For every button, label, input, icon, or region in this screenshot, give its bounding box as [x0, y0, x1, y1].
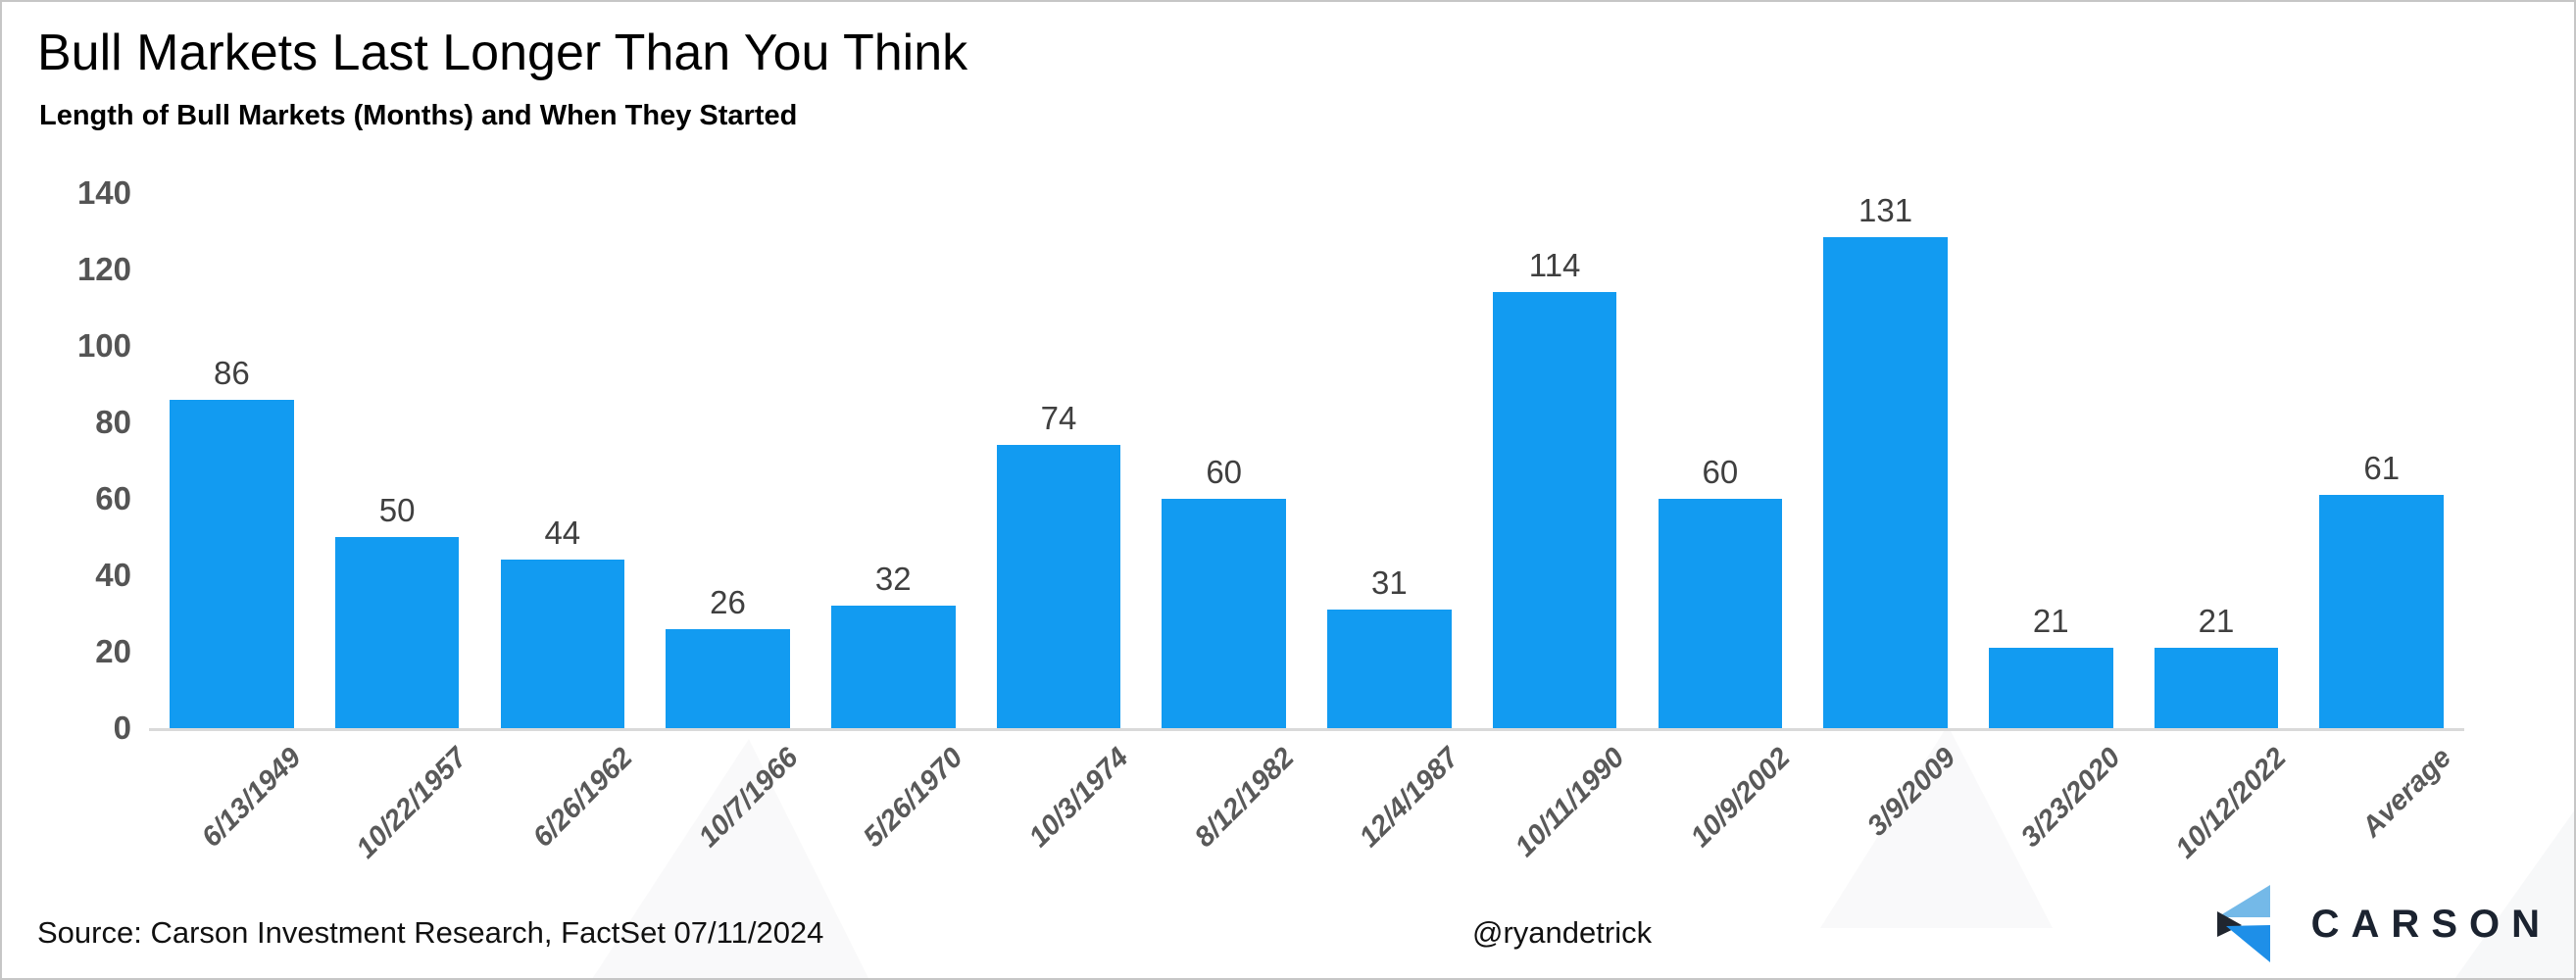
y-tick-label: 80	[95, 404, 131, 441]
bar-value-label: 60	[1206, 454, 1243, 490]
bar-slot: 26 10/7/1966	[645, 193, 811, 854]
bar[interactable]	[1989, 648, 2113, 728]
bar-slot: 44 6/26/1962	[479, 193, 645, 854]
source-note: Source: Carson Investment Research, Fact…	[37, 915, 824, 950]
bar[interactable]	[500, 560, 625, 728]
bar[interactable]	[2154, 648, 2279, 728]
y-tick-label: 120	[76, 251, 131, 287]
bar-value-label: 26	[710, 583, 746, 620]
bar-slot: 74 10/3/1974	[976, 193, 1142, 854]
y-tick-label: 100	[76, 327, 131, 364]
bar-slot: 114 10/11/1990	[1472, 193, 1638, 863]
y-tick-label: 140	[76, 174, 131, 211]
bar-value-label: 61	[2363, 450, 2401, 487]
page-title: Bull Markets Last Longer Than You Think	[37, 24, 968, 81]
bar-slot: 50 10/22/1957	[315, 193, 480, 864]
bar-value-label: 32	[874, 561, 912, 598]
author-handle: @ryandetrick	[1472, 915, 1653, 950]
bar[interactable]	[2319, 495, 2444, 728]
bar-slot: 21 10/12/2022	[2134, 193, 2300, 864]
y-tick-label: 20	[95, 633, 131, 670]
bar-slot: 31 12/4/1987	[1307, 193, 1472, 854]
bar-value-label: 131	[1858, 192, 1913, 228]
bar[interactable]	[1658, 499, 1783, 728]
carson-logo-icon	[2216, 885, 2270, 962]
bar-slot: 61 Average	[2299, 193, 2464, 844]
bars: 86 6/13/1949 50 10/22/1957 44 6/26/1962 26 10/7…	[149, 192, 2464, 864]
bar-slot: 86 6/13/1949	[149, 193, 315, 854]
bar[interactable]	[830, 606, 956, 728]
bar[interactable]	[1823, 237, 1948, 728]
carson-logo-wordmark: CARSON	[2310, 902, 2551, 946]
bar-slot: 60 10/9/2002	[1637, 193, 1803, 854]
bar-slot: 60 8/12/1982	[1141, 193, 1307, 854]
bar[interactable]	[996, 445, 1121, 728]
bar-slot: 32 5/26/1970	[811, 193, 976, 854]
bar-value-label: 114	[1528, 247, 1581, 284]
bar-value-label: 21	[2198, 603, 2235, 640]
carson-logo: CARSON	[2215, 884, 2540, 964]
bar[interactable]	[1162, 499, 1286, 728]
y-tick-label: 60	[95, 480, 131, 516]
bar-value-label: 21	[2032, 603, 2069, 640]
bar[interactable]	[1492, 292, 1617, 728]
bar-chart: 0 20 40 60 80 100 120 140 86 6/13/1949 50 10/22/19…	[77, 174, 2464, 864]
bar[interactable]	[666, 628, 790, 728]
bar-value-label: 60	[1702, 454, 1739, 490]
bar-value-label: 50	[378, 492, 416, 528]
bar[interactable]	[170, 399, 294, 728]
bar-slot: 21 3/23/2020	[1968, 193, 2134, 854]
bar-value-label: 86	[214, 354, 250, 391]
page-subtitle: Length of Bull Markets (Months) and When…	[39, 100, 798, 131]
y-tick-label: 40	[95, 557, 131, 594]
bar[interactable]	[334, 537, 460, 728]
bar-value-label: 31	[1371, 564, 1408, 602]
y-tick-label: 0	[113, 710, 131, 746]
bar[interactable]	[1327, 610, 1452, 728]
bar-slot: 131 3/9/2009	[1803, 192, 1968, 842]
bar-value-label: 44	[544, 514, 581, 552]
bar-value-label: 74	[1040, 400, 1077, 437]
y-axis: 0 20 40 60 80 100 120 140	[41, 174, 149, 746]
